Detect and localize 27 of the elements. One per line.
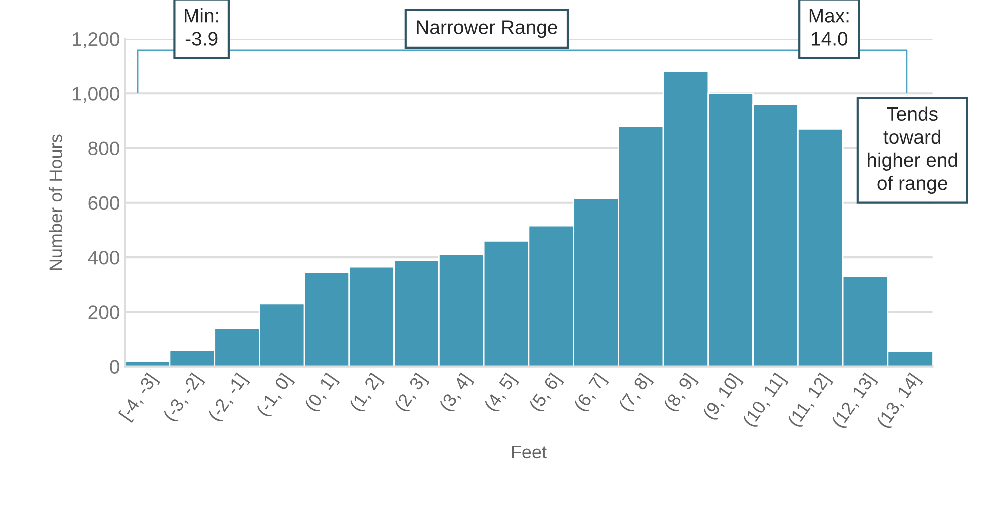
annotation: Max: 14.0: [810, 9, 849, 46]
y-tick-label: 200: [88, 306, 120, 320]
x-tick-label: (3, 4]: [438, 372, 475, 414]
y-tick-label: 0: [110, 360, 120, 374]
x-tick-label: (5, 6]: [528, 372, 564, 414]
x-tick-label: [-4, -3]: [118, 372, 161, 423]
x-tick-label: (1, 2]: [348, 372, 385, 414]
text: Narrower Range: [417, 20, 558, 38]
y-tick-label: 600: [88, 196, 120, 210]
x-tick-label: (4, 5]: [484, 372, 520, 414]
x-tick-label: (9, 10]: [702, 372, 744, 422]
x-tick-label: (2, 3]: [394, 372, 430, 414]
x-tick-label: (-3, -2]: [162, 372, 206, 424]
y-tick-label: 1,200: [73, 32, 120, 49]
x-tick-label: (-2, -1]: [207, 372, 250, 424]
annotation: Tends toward higher end of range: [868, 106, 958, 194]
x-tick-label: (-1, 0]: [256, 372, 296, 420]
x-tick-label: (6, 7]: [573, 372, 610, 414]
x-axis-title: Feet: [512, 446, 547, 459]
y-axis-title: Number of Hours: [49, 134, 62, 270]
y-tick-label: 1,000: [73, 87, 120, 104]
x-tick-label: (8, 9]: [663, 372, 700, 414]
y-tick-label: 800: [88, 142, 120, 156]
x-tick-label: (7, 8]: [618, 372, 654, 414]
annotation: Min: -3.9: [185, 8, 218, 46]
x-tick-label: (0, 1]: [304, 372, 340, 414]
y-tick-label: 400: [88, 250, 120, 265]
